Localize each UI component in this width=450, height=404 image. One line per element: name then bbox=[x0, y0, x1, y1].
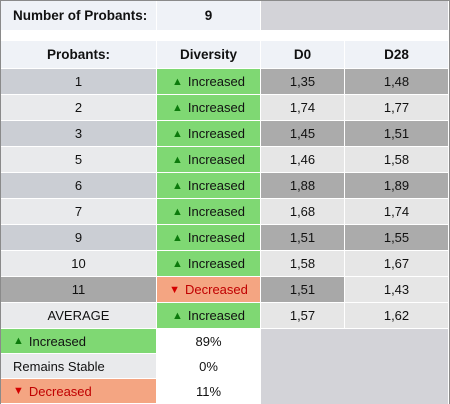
probant-id: 10 bbox=[1, 251, 157, 277]
legend-text: Decreased bbox=[28, 383, 92, 399]
diversity-label: Increased bbox=[187, 204, 245, 219]
diversity-label: Increased bbox=[187, 178, 245, 193]
up-triangle-icon: ▲ bbox=[172, 101, 183, 114]
d28-value: 1,58 bbox=[345, 147, 449, 173]
legend-blank bbox=[261, 329, 449, 354]
diversity-status: ▲ Increased bbox=[157, 121, 261, 147]
diversity-status: ▲ Increased bbox=[157, 173, 261, 199]
probant-id: 6 bbox=[1, 173, 157, 199]
d0-value: 1,45 bbox=[261, 121, 345, 147]
probant-id: 1 bbox=[1, 69, 157, 95]
probant-count-label: Number of Probants: bbox=[1, 1, 157, 31]
diversity-label: Increased bbox=[187, 74, 245, 89]
diversity-label: Increased bbox=[187, 126, 245, 141]
d0-value: 1,88 bbox=[261, 173, 345, 199]
diversity-status: ▲ Increased bbox=[157, 95, 261, 121]
legend-label: ▲ Increased bbox=[1, 329, 157, 354]
legend-percent: 89% bbox=[157, 329, 261, 354]
legend-text: Increased bbox=[28, 333, 86, 349]
probant-id: 2 bbox=[1, 95, 157, 121]
d28-value: 1,55 bbox=[345, 225, 449, 251]
up-triangle-icon: ▲ bbox=[172, 179, 183, 192]
d28-value: 1,48 bbox=[345, 69, 449, 95]
probant-id: 9 bbox=[1, 225, 157, 251]
down-triangle-icon: ▼ bbox=[13, 385, 24, 397]
summary-blank bbox=[261, 1, 449, 31]
d28-value: 1,67 bbox=[345, 251, 449, 277]
legend-blank bbox=[261, 354, 449, 379]
d0-value: 1,35 bbox=[261, 69, 345, 95]
legend-percent: 11% bbox=[157, 379, 261, 404]
diversity-status: ▲ Increased bbox=[157, 199, 261, 225]
d28-value: 1,74 bbox=[345, 199, 449, 225]
up-triangle-icon: ▲ bbox=[172, 153, 183, 166]
up-triangle-icon: ▲ bbox=[172, 231, 183, 244]
up-triangle-icon: ▲ bbox=[172, 75, 183, 88]
d0-value: 1,58 bbox=[261, 251, 345, 277]
spacer bbox=[1, 31, 449, 41]
d0-value: 1,51 bbox=[261, 225, 345, 251]
up-triangle-icon: ▲ bbox=[172, 127, 183, 140]
column-header-d28: D28 bbox=[345, 41, 449, 69]
d28-value: 1,43 bbox=[345, 277, 449, 303]
probant-id: 11 bbox=[1, 277, 157, 303]
diversity-status: ▲ Increased bbox=[157, 225, 261, 251]
up-triangle-icon: ▲ bbox=[172, 309, 183, 322]
diversity-label: Increased bbox=[187, 100, 245, 115]
column-header-diversity: Diversity bbox=[157, 41, 261, 69]
average-diversity: ▲ Increased bbox=[157, 303, 261, 329]
diversity-status: ▲ Increased bbox=[157, 251, 261, 277]
d0-value: 1,46 bbox=[261, 147, 345, 173]
diversity-label: Decreased bbox=[185, 282, 248, 297]
diversity-label: Increased bbox=[187, 308, 245, 323]
diversity-status: ▲ Increased bbox=[157, 69, 261, 95]
average-label: AVERAGE bbox=[1, 303, 157, 329]
column-header-probants: Probants: bbox=[1, 41, 157, 69]
average-d28: 1,62 bbox=[345, 303, 449, 329]
up-triangle-icon: ▲ bbox=[172, 257, 183, 270]
legend-label: ▼ Decreased bbox=[1, 379, 157, 404]
probant-id: 3 bbox=[1, 121, 157, 147]
d28-value: 1,51 bbox=[345, 121, 449, 147]
diversity-status: ▼ Decreased bbox=[157, 277, 261, 303]
legend-blank bbox=[261, 379, 449, 404]
legend-label: Remains Stable bbox=[1, 354, 157, 379]
up-triangle-icon: ▲ bbox=[13, 335, 24, 347]
legend-percent: 0% bbox=[157, 354, 261, 379]
d0-value: 1,51 bbox=[261, 277, 345, 303]
probant-count-value: 9 bbox=[157, 1, 261, 31]
probant-id: 5 bbox=[1, 147, 157, 173]
down-triangle-icon: ▼ bbox=[169, 283, 180, 296]
probant-id: 7 bbox=[1, 199, 157, 225]
d28-value: 1,77 bbox=[345, 95, 449, 121]
up-triangle-icon: ▲ bbox=[172, 205, 183, 218]
diversity-status: ▲ Increased bbox=[157, 147, 261, 173]
diversity-label: Increased bbox=[187, 230, 245, 245]
column-header-d0: D0 bbox=[261, 41, 345, 69]
average-d0: 1,57 bbox=[261, 303, 345, 329]
d0-value: 1,68 bbox=[261, 199, 345, 225]
diversity-label: Increased bbox=[187, 152, 245, 167]
d28-value: 1,89 bbox=[345, 173, 449, 199]
diversity-label: Increased bbox=[187, 256, 245, 271]
d0-value: 1,74 bbox=[261, 95, 345, 121]
